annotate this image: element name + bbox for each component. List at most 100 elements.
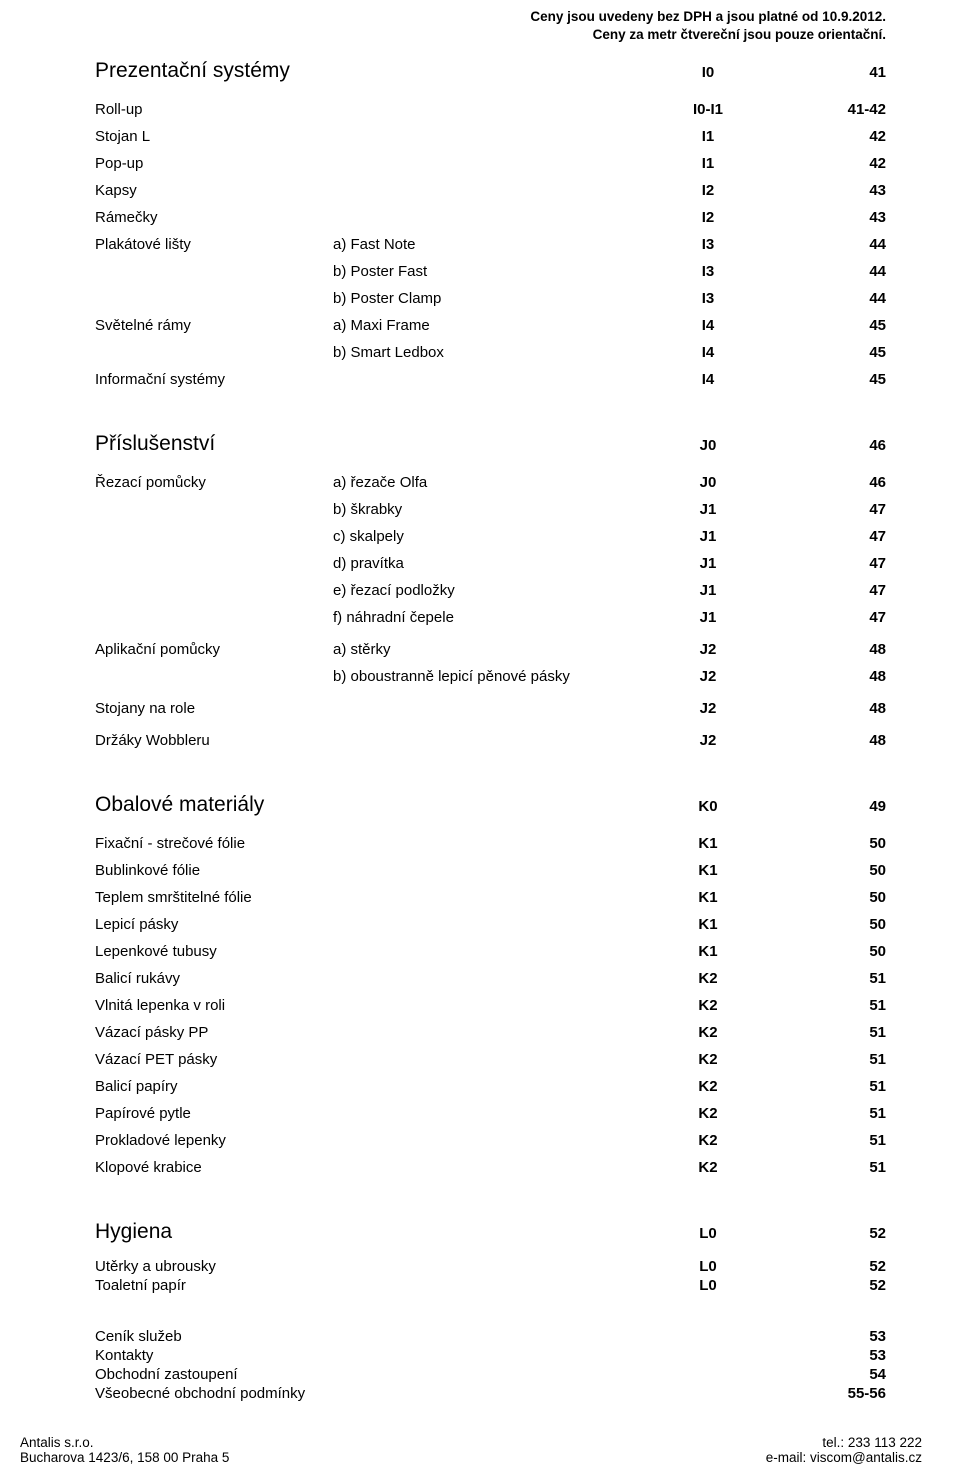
toc-row: Plakátové lištya) Fast NoteI344 (95, 231, 886, 258)
item-page: 51 (783, 1159, 886, 1176)
item-page: 51 (783, 970, 886, 987)
toc-row: Klopové krabice K251 (95, 1154, 886, 1181)
appendix-name: Všeobecné obchodní podmínky (95, 1385, 333, 1402)
item-name: Rámečky (95, 209, 333, 226)
appendix-row: Všeobecné obchodní podmínky55-56 (95, 1384, 886, 1403)
item-page: 41-42 (783, 101, 886, 118)
item-code: I3 (633, 236, 783, 253)
item-code: I2 (633, 182, 783, 199)
item-page: 45 (783, 371, 886, 388)
item-sub: b) Poster Fast (333, 263, 633, 280)
item-code: I1 (633, 155, 783, 172)
item-code: J2 (633, 668, 783, 685)
section-code: K0 (633, 798, 783, 815)
item-page: 51 (783, 1051, 886, 1068)
item-code: K2 (633, 1105, 783, 1122)
item-name: Toaletní papír (95, 1277, 333, 1294)
item-page: 52 (783, 1258, 886, 1275)
item-page: 44 (783, 290, 886, 307)
footer-left: Antalis s.r.o. Bucharova 1423/6, 158 00 … (20, 1435, 229, 1465)
item-name: Fixační - strečové fólie (95, 835, 333, 852)
header-note: Ceny jsou uvedeny bez DPH a jsou platné … (95, 8, 886, 44)
item-name: Vázací PET pásky (95, 1051, 333, 1068)
item-name: Balicí papíry (95, 1078, 333, 1095)
toc-row: Bublinkové fólieK150 (95, 857, 886, 884)
section-page: 46 (783, 437, 886, 454)
item-page: 51 (783, 1078, 886, 1095)
appendix-name: Ceník služeb (95, 1328, 333, 1345)
toc-row: Pop-upI142 (95, 150, 886, 177)
item-sub: f) náhradní čepele (333, 609, 633, 626)
footer-right: tel.: 233 113 222 e-mail: viscom@antalis… (766, 1435, 922, 1465)
section-code: L0 (633, 1225, 783, 1242)
section-page: 49 (783, 798, 886, 815)
item-name: Lepicí pásky (95, 916, 333, 933)
item-code: J1 (633, 582, 783, 599)
item-sub: c) skalpely (333, 528, 633, 545)
toc-row: Prokladové lepenkyK251 (95, 1127, 886, 1154)
item-code: K2 (633, 997, 783, 1014)
item-code: K1 (633, 916, 783, 933)
item-code: J1 (633, 609, 783, 626)
item-sub: a) stěrky (333, 641, 633, 658)
section-title: Prezentační systémy (95, 57, 333, 91)
section-title: Obalové materiály (95, 791, 333, 825)
item-name: Stojan L (95, 128, 333, 145)
company-phone: tel.: 233 113 222 (766, 1435, 922, 1450)
toc-row: Vázací pásky PPK251 (95, 1019, 886, 1046)
toc-row: Stojany na roleJ248 (95, 690, 886, 722)
item-sub: b) škrabky (333, 501, 633, 518)
item-page: 50 (783, 835, 886, 852)
item-sub: b) oboustranně lepicí pěnové pásky (333, 668, 633, 685)
toc-row: Světelné rámya) Maxi FrameI445 (95, 312, 886, 339)
item-code: J2 (633, 700, 783, 717)
item-sub: d) pravítka (333, 555, 633, 572)
section-header: Prezentační systémyI041 (95, 52, 886, 96)
appendix-name: Obchodní zastoupení (95, 1366, 333, 1383)
item-name: Informační systémy (95, 371, 333, 388)
item-name: Prokladové lepenky (95, 1132, 333, 1149)
item-code: J0 (633, 474, 783, 491)
item-name: Roll-up (95, 101, 333, 118)
item-code: J2 (633, 641, 783, 658)
item-code: I4 (633, 371, 783, 388)
toc-row: RámečkyI243 (95, 204, 886, 231)
appendix-page: 53 (783, 1347, 886, 1364)
toc-row: Vlnitá lepenka v roliK251 (95, 992, 886, 1019)
toc-row: Lepenkové tubusyK150 (95, 938, 886, 965)
item-page: 51 (783, 1132, 886, 1149)
toc-row: b) škrabkyJ147 (95, 496, 886, 523)
toc-row: e) řezací podložkyJ147 (95, 577, 886, 604)
appendix-row: Kontakty53 (95, 1346, 886, 1365)
toc-row: Toaletní papírL052 (95, 1276, 886, 1295)
item-code: J1 (633, 501, 783, 518)
section-page: 41 (783, 64, 886, 81)
section-title: Hygiena (95, 1218, 333, 1252)
item-page: 45 (783, 344, 886, 361)
item-page: 50 (783, 862, 886, 879)
item-page: 52 (783, 1277, 886, 1294)
item-page: 45 (783, 317, 886, 334)
toc-row: Držáky WobbleruJ248 (95, 722, 886, 754)
item-page: 51 (783, 1105, 886, 1122)
item-name: Vázací pásky PP (95, 1024, 333, 1041)
item-sub: b) Smart Ledbox (333, 344, 633, 361)
toc-row: Utěrky a ubrouskyL052 (95, 1257, 886, 1276)
item-page: 50 (783, 943, 886, 960)
item-page: 48 (783, 732, 886, 749)
item-code: I3 (633, 290, 783, 307)
item-code: K2 (633, 970, 783, 987)
item-page: 48 (783, 668, 886, 685)
item-name: Klopové krabice (95, 1159, 333, 1176)
toc-row: Roll-upI0-I141-42 (95, 96, 886, 123)
item-name: Plakátové lišty (95, 236, 333, 253)
item-code: K2 (633, 1159, 783, 1176)
item-page: 50 (783, 916, 886, 933)
item-sub: a) Fast Note (333, 236, 633, 253)
item-code: L0 (633, 1258, 783, 1275)
item-code: K1 (633, 943, 783, 960)
item-name: Řezací pomůcky (95, 474, 333, 491)
page-footer: Antalis s.r.o. Bucharova 1423/6, 158 00 … (0, 1435, 960, 1465)
toc-row: Balicí papíryK251 (95, 1073, 886, 1100)
toc-row: Informační systémy I445 (95, 366, 886, 393)
